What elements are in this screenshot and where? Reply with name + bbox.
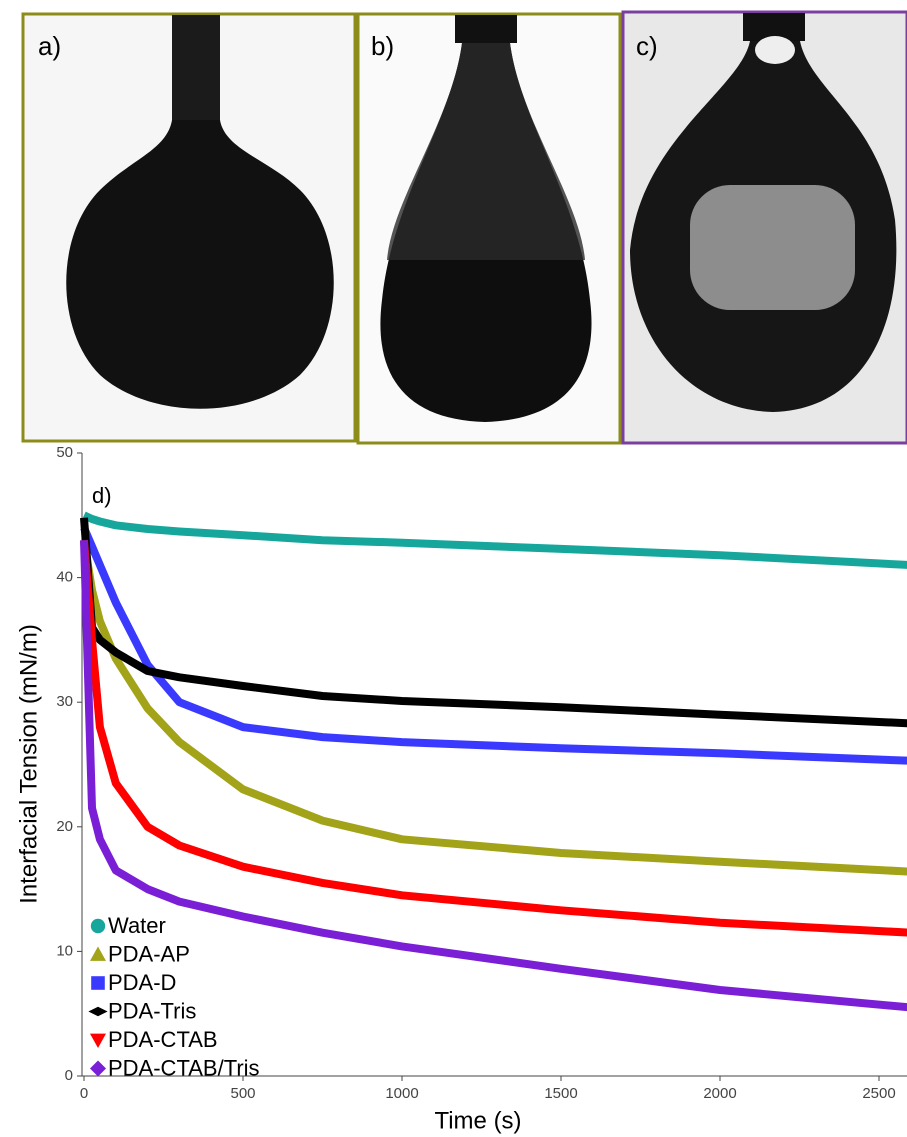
y-tick-label: 20 bbox=[56, 818, 73, 835]
series-line bbox=[84, 540, 907, 933]
series-line bbox=[84, 515, 907, 565]
legend-label: PDA-AP bbox=[108, 941, 190, 966]
figure: a) b) c) d) Time (s) Interfacial Tension… bbox=[0, 0, 907, 1137]
x-tick-label: 2000 bbox=[703, 1085, 736, 1102]
panel-label: b) bbox=[371, 31, 394, 61]
panel-label: a) bbox=[38, 31, 61, 61]
x-tick-label: 1000 bbox=[385, 1085, 418, 1102]
y-tick-label: 10 bbox=[56, 942, 73, 959]
y-tick-label: 0 bbox=[65, 1067, 73, 1084]
photo-c: c) bbox=[623, 12, 907, 443]
chart: d) Time (s) Interfacial Tension (mN/m) 0… bbox=[15, 444, 907, 1134]
legend-marker bbox=[91, 919, 105, 933]
y-tick-label: 30 bbox=[56, 693, 73, 710]
legend-marker bbox=[90, 947, 106, 961]
x-tick-label: 2500 bbox=[862, 1085, 895, 1102]
legend-marker bbox=[88, 1007, 107, 1017]
panel-label: c) bbox=[636, 31, 658, 61]
legend-label: PDA-CTAB bbox=[108, 1027, 218, 1052]
y-tick-label: 50 bbox=[56, 444, 73, 461]
x-tick-label: 0 bbox=[80, 1085, 88, 1102]
panel-label: d) bbox=[92, 483, 112, 508]
legend-marker bbox=[91, 976, 105, 990]
legend-marker bbox=[90, 1061, 106, 1077]
y-tick-label: 40 bbox=[56, 569, 73, 586]
series-line bbox=[84, 528, 907, 761]
legend-marker bbox=[90, 1034, 106, 1048]
series-line bbox=[84, 540, 907, 1007]
legend-label: PDA-Tris bbox=[108, 998, 196, 1023]
y-axis-title: Interfacial Tension (mN/m) bbox=[15, 624, 42, 904]
x-axis-title: Time (s) bbox=[434, 1107, 521, 1134]
photo-b: b) bbox=[358, 14, 620, 443]
photo-a: a) bbox=[23, 14, 355, 441]
legend-label: PDA-CTAB/Tris bbox=[108, 1055, 260, 1080]
legend-label: PDA-D bbox=[108, 970, 176, 995]
x-tick-label: 500 bbox=[230, 1085, 255, 1102]
x-tick-label: 1500 bbox=[544, 1085, 577, 1102]
legend-label: Water bbox=[108, 913, 166, 938]
